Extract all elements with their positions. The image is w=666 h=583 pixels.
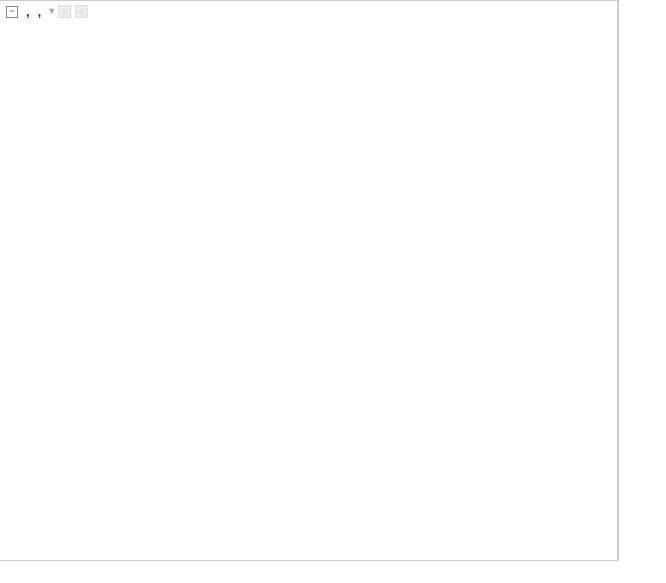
dropdown-icon[interactable]: ▾ — [49, 6, 54, 17]
settings-icon-2[interactable]: ○ — [75, 5, 88, 18]
collapse-icon[interactable]: − — [6, 6, 18, 18]
ohlc-row — [6, 21, 88, 35]
chart-header: − , , ▾ ○ ○ — [6, 4, 88, 35]
settings-icon-1[interactable]: ○ — [58, 5, 71, 18]
x-axis — [0, 561, 618, 583]
title-row: − , , ▾ ○ ○ — [6, 4, 88, 19]
y-axis — [618, 0, 666, 561]
chart-container: − , , ▾ ○ ○ — [0, 0, 666, 583]
plot-area[interactable] — [0, 0, 618, 561]
